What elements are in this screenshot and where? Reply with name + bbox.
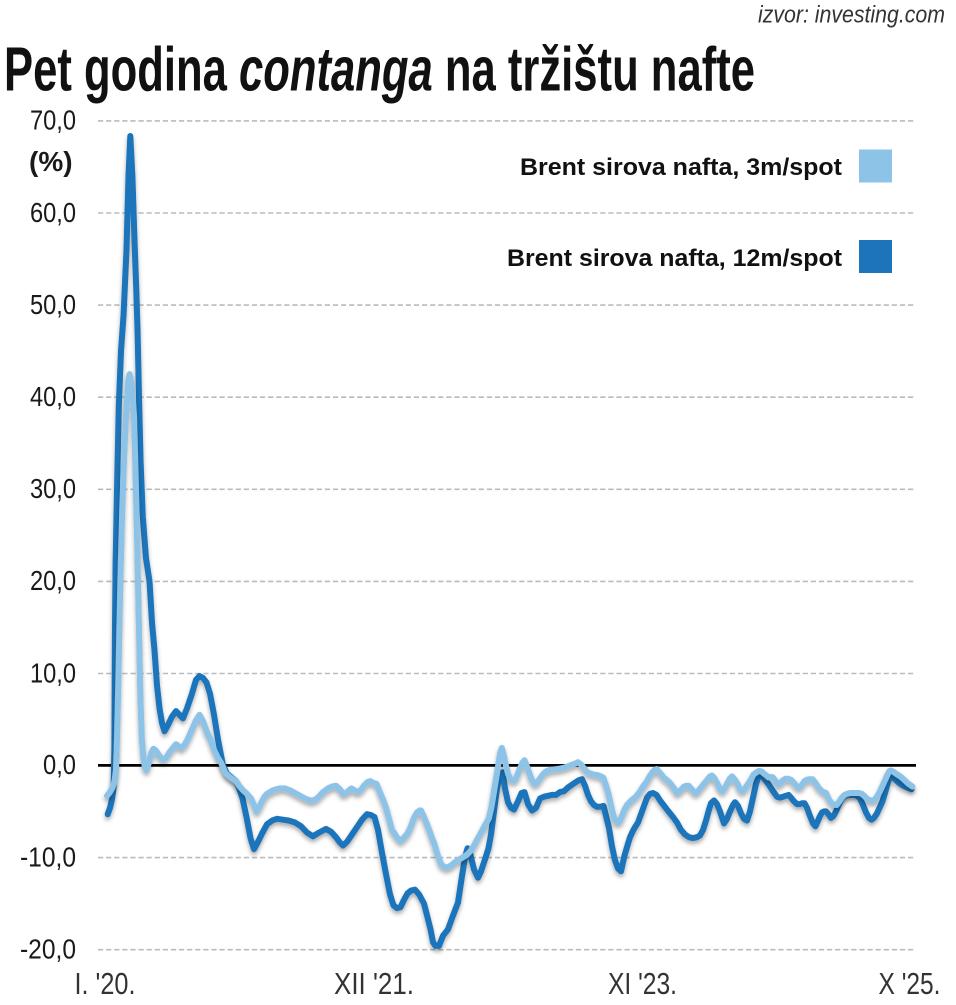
svg-text:izvor: investing.com: izvor: investing.com xyxy=(758,2,945,29)
svg-text:XI '23.: XI '23. xyxy=(608,966,677,1001)
svg-text:XII '21.: XII '21. xyxy=(334,966,414,1001)
svg-text:50,0: 50,0 xyxy=(30,289,76,320)
svg-text:30,0: 30,0 xyxy=(30,473,76,504)
svg-text:0,0: 0,0 xyxy=(43,749,76,780)
svg-text:10,0: 10,0 xyxy=(30,657,76,688)
svg-text:X '25.: X '25. xyxy=(879,966,941,1001)
svg-text:-20,0: -20,0 xyxy=(20,934,76,965)
svg-text:Brent sirova nafta, 3m/spot: Brent sirova nafta, 3m/spot xyxy=(520,154,842,181)
svg-text:60,0: 60,0 xyxy=(30,197,76,228)
svg-text:Pet godina contanga na tržištu: Pet godina contanga na tržištu nafte xyxy=(4,36,755,105)
svg-text:20,0: 20,0 xyxy=(30,565,76,596)
svg-text:(%): (%) xyxy=(29,146,73,177)
svg-text:70,0: 70,0 xyxy=(30,105,76,136)
svg-text:Brent sirova nafta, 12m/spot: Brent sirova nafta, 12m/spot xyxy=(507,245,842,272)
svg-text:40,0: 40,0 xyxy=(30,381,76,412)
svg-text:-10,0: -10,0 xyxy=(20,841,76,872)
svg-text:I. '20.: I. '20. xyxy=(75,966,136,1001)
